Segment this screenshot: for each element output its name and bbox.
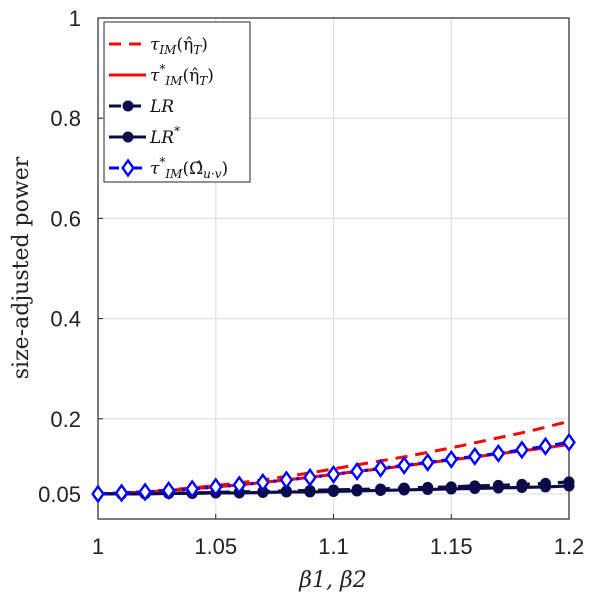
series-4-point [422, 483, 434, 495]
legend-swatch-marker [122, 131, 134, 143]
series-4-point [492, 482, 504, 494]
legend-label: LR*​ [149, 124, 180, 148]
x-tick-label: 1.15 [430, 534, 473, 559]
x-tick-label: 1.05 [194, 534, 237, 559]
legend-label: τ*​IM​(Ω̂u·v​) [150, 155, 228, 181]
legend-item-4: LR*​ [109, 124, 180, 148]
y-tick-label: 0.2 [50, 407, 81, 432]
series-4-point [328, 485, 339, 497]
series-5-point [279, 470, 294, 490]
series-5-point [91, 484, 105, 504]
series-4-point [398, 484, 410, 496]
legend-item-3: LR [109, 97, 174, 117]
series-5-point [467, 446, 482, 466]
legend-label: τ*​IM​(η̂T​) [150, 62, 214, 88]
y-tick-label: 0.6 [50, 206, 81, 231]
series-5-point [138, 482, 152, 502]
series-5-point [420, 452, 435, 472]
x-tick-label: 1 [92, 534, 104, 559]
series-5-point [562, 432, 576, 452]
series-4-point [563, 480, 575, 492]
series-5 [91, 432, 576, 504]
series-5-point [373, 458, 388, 478]
series-4-point [469, 482, 481, 494]
series-5-point [114, 483, 129, 503]
x-tick-label: 1.2 [554, 534, 585, 559]
legend-label: LR [149, 97, 174, 117]
legend-swatch-marker [121, 158, 135, 178]
legend-item-2: τ*​IM​(η̂T​) [109, 62, 214, 88]
legend-items: τIM​(η̂T​) τ*​IM​(η̂T​) LR LR*​ τ*​IM​(Ω̂u·v… [109, 35, 228, 181]
series-4-point [445, 483, 457, 495]
series-4-point [516, 481, 528, 493]
series-4-point [375, 484, 387, 496]
series-5-point [444, 449, 459, 469]
legend: τIM​(η̂T​) τ*​IM​(η̂T​) LR LR*​ τ*​IM​(Ω̂u·v… [103, 21, 251, 183]
y-tick-label: 0.05 [38, 482, 81, 507]
x-axis-label: β1, β2 [298, 568, 366, 593]
y-tick-label: 0.4 [50, 307, 81, 332]
series-5-point [232, 475, 247, 495]
legend-item-1: τIM​(η̂T​) [109, 35, 208, 57]
series-4-point [351, 485, 363, 497]
y-tick-label: 0.8 [50, 106, 81, 131]
series-5-point [491, 443, 506, 463]
series-5-point [161, 480, 176, 500]
x-tick-label: 1.1 [318, 534, 349, 559]
series-5-point [397, 455, 412, 475]
series-5-point [208, 477, 223, 497]
series-5-point [185, 479, 200, 499]
series-5-point [326, 464, 341, 484]
series-5-point [350, 461, 364, 481]
x-axis-ticks: 1 1.05 1.1 1.15 1.2 [92, 514, 584, 559]
legend-label: τIM​(η̂T​) [150, 35, 208, 57]
legend-swatch-marker [122, 100, 134, 112]
series-5-point [255, 472, 270, 492]
y-tick-label: 1 [69, 6, 81, 31]
series-lines [91, 419, 576, 504]
y-axis-ticks: 0.05 0.2 0.4 0.6 0.8 1 [38, 6, 103, 507]
y-axis-label: size-adjusted power [9, 156, 34, 379]
series-4-point [539, 481, 551, 493]
series-5-point [303, 467, 317, 487]
series-4-point [304, 486, 316, 498]
legend-item-5: τ*​IM​(Ω̂u·v​) [109, 155, 228, 181]
series-5-point [538, 436, 553, 456]
series-5-point [515, 440, 529, 460]
